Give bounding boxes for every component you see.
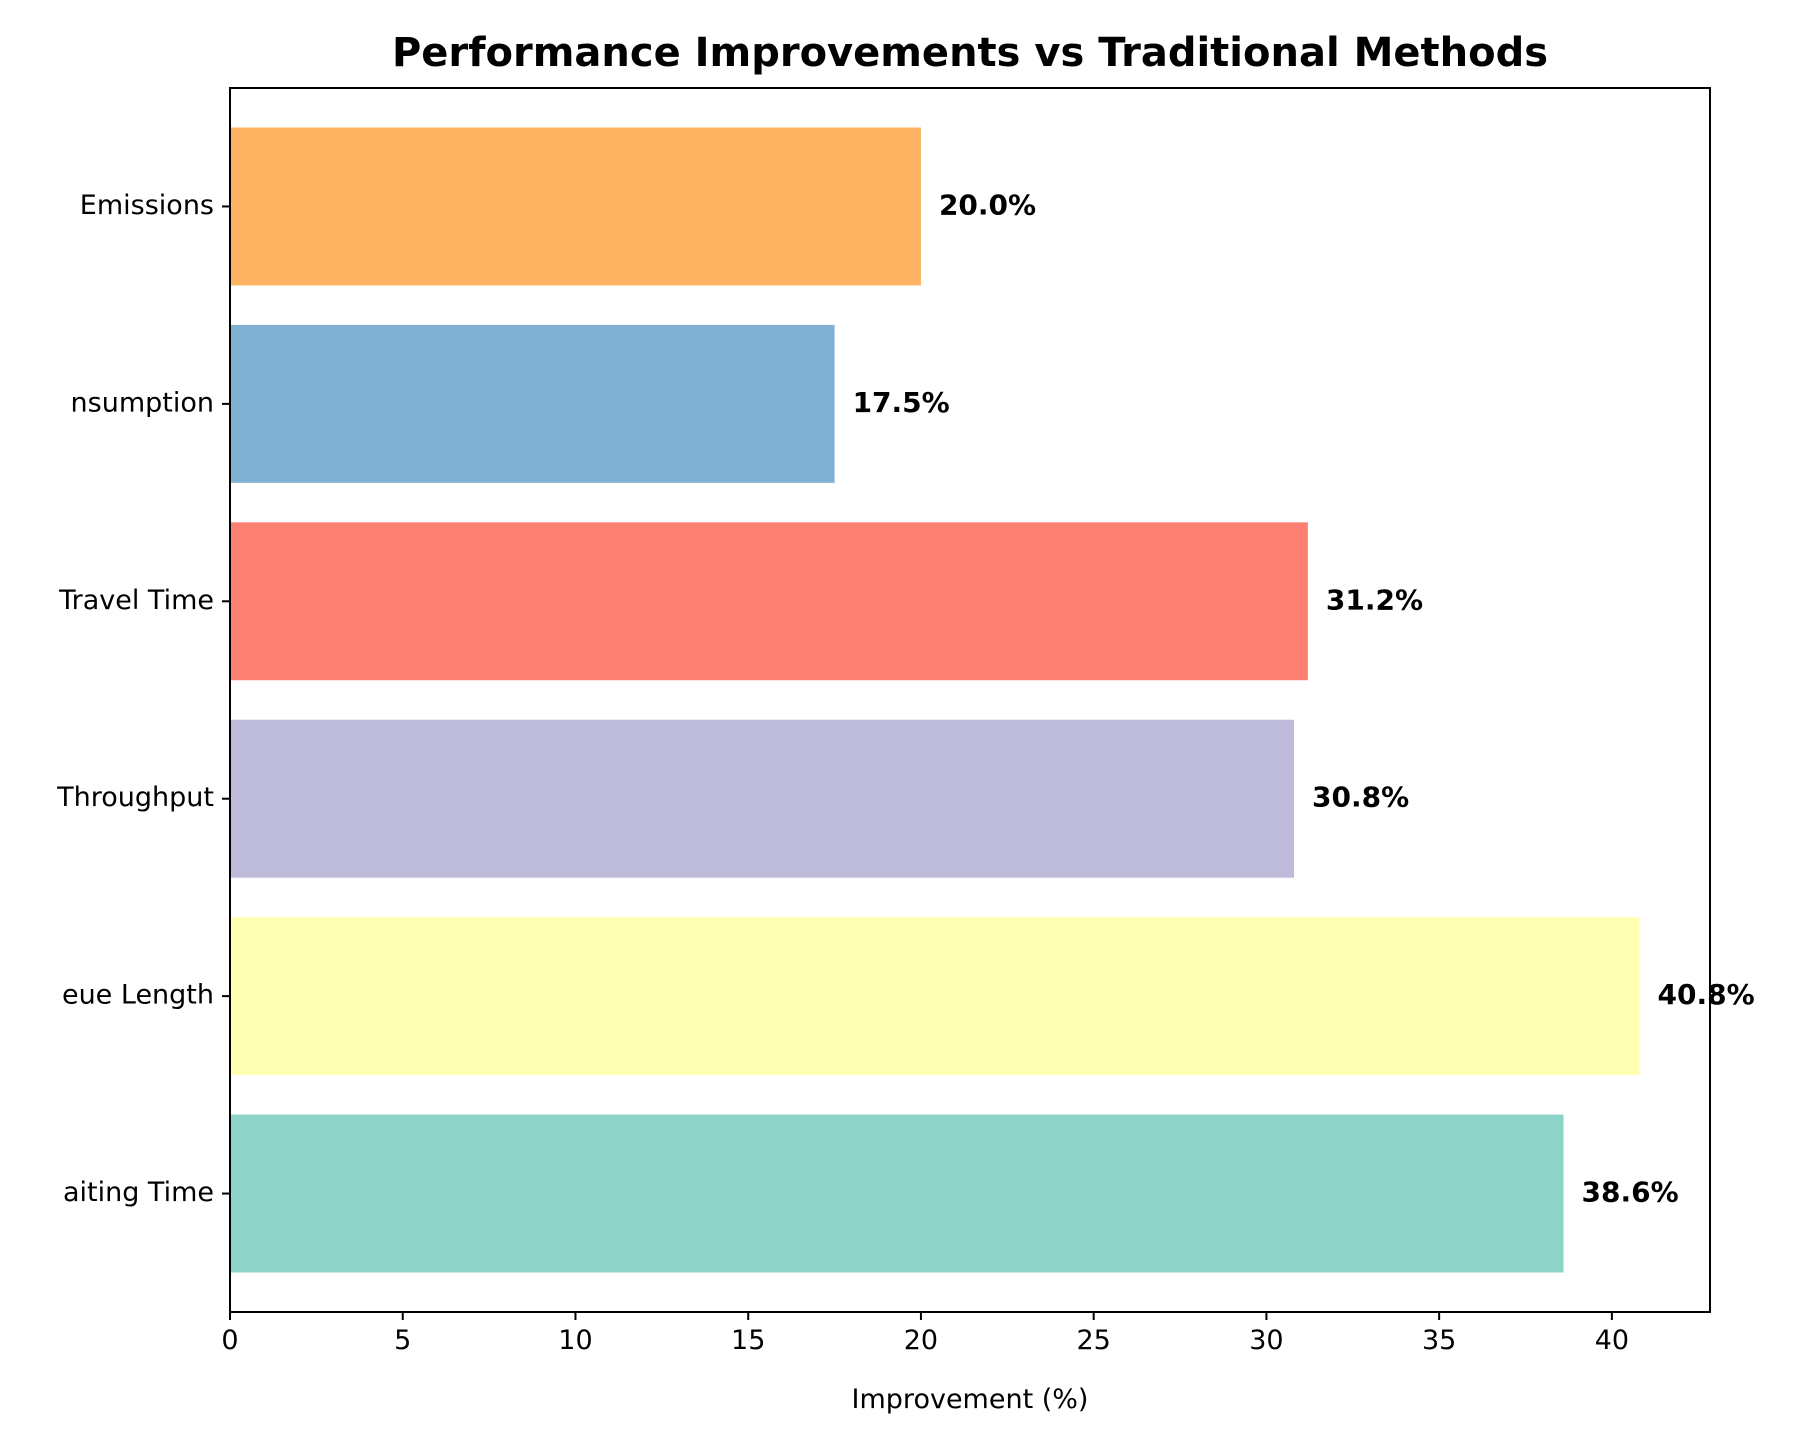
x-tick-label-1: 5 bbox=[394, 1325, 411, 1356]
bars-layer: 38.6% 40.8% 30.8% 31.2% 17.5% 20.0% bbox=[230, 127, 1755, 1273]
data-label-2: 30.8% bbox=[1312, 781, 1409, 814]
data-label-1: 40.8% bbox=[1658, 978, 1755, 1011]
x-tick-label-7: 35 bbox=[1422, 1325, 1456, 1356]
x-axis-label: Improvement (%) bbox=[852, 1384, 1089, 1415]
x-axis: 0 5 10 15 20 25 30 35 40 bbox=[221, 1312, 1629, 1356]
x-tick-label-0: 0 bbox=[221, 1325, 238, 1356]
x-tick-label-4: 20 bbox=[904, 1325, 938, 1356]
data-label-4: 17.5% bbox=[853, 386, 950, 419]
data-label-0: 38.6% bbox=[1582, 1176, 1679, 1209]
bar-3 bbox=[230, 522, 1308, 681]
y-tick-label-1: eue Length bbox=[62, 980, 214, 1011]
y-tick-label-3: Travel Time bbox=[58, 585, 214, 616]
y-axis: aiting Time eue Length Throughput Travel Ti… bbox=[56, 190, 230, 1208]
x-tick-label-3: 15 bbox=[731, 1325, 765, 1356]
x-tick-label-2: 10 bbox=[558, 1325, 592, 1356]
y-tick-label-2: Throughput bbox=[56, 782, 214, 813]
y-tick-label-5: Emissions bbox=[80, 190, 214, 221]
bar-1 bbox=[230, 917, 1640, 1076]
bar-5 bbox=[230, 127, 921, 286]
plot-frame bbox=[229, 87, 1711, 1313]
chart-title: Performance Improvements vs Traditional … bbox=[392, 30, 1548, 76]
x-tick-label-6: 30 bbox=[1249, 1325, 1283, 1356]
data-label-3: 31.2% bbox=[1326, 583, 1423, 616]
bar-0 bbox=[230, 1114, 1564, 1273]
y-tick-label-4: nsumption bbox=[71, 387, 214, 418]
x-tick-label-5: 25 bbox=[1076, 1325, 1110, 1356]
x-tick-label-8: 40 bbox=[1595, 1325, 1629, 1356]
bar-4 bbox=[230, 324, 835, 483]
bar-2 bbox=[230, 719, 1295, 878]
data-label-5: 20.0% bbox=[939, 188, 1036, 221]
y-tick-label-0: aiting Time bbox=[63, 1177, 214, 1208]
